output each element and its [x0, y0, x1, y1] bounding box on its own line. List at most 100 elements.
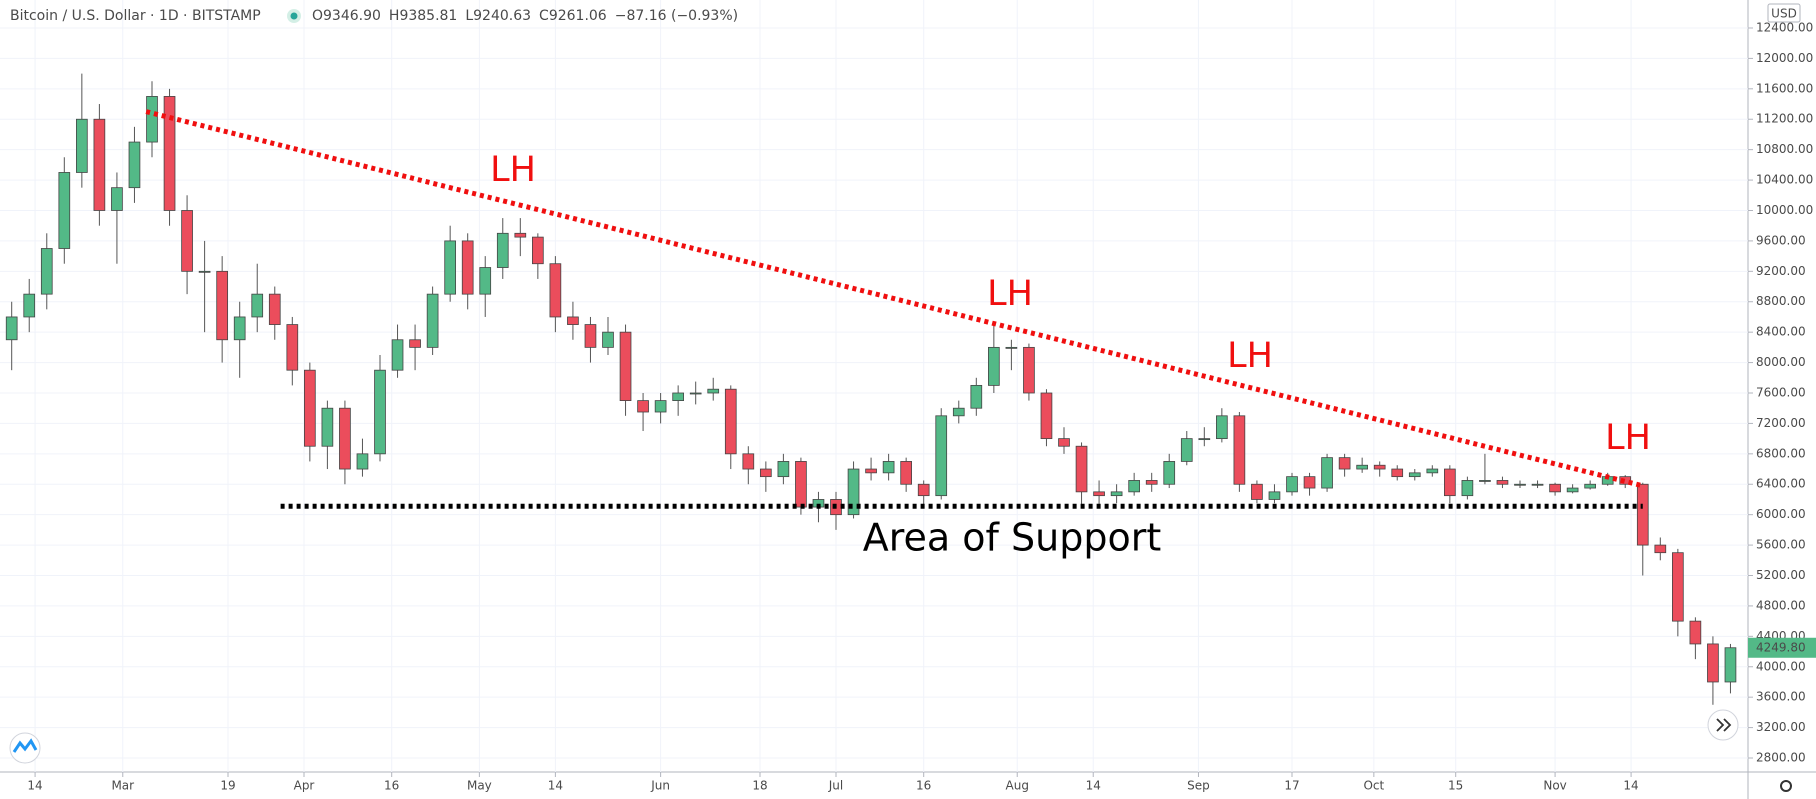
y-tick-label: 5600.00	[1756, 538, 1806, 552]
trend-line	[145, 109, 1644, 489]
x-tick-label: 19	[220, 779, 235, 793]
y-tick-label: 6400.00	[1756, 477, 1806, 491]
candle-body	[1058, 438, 1070, 447]
candle-body	[567, 316, 579, 325]
candle-body	[40, 248, 53, 295]
y-tick-label: 9200.00	[1756, 264, 1806, 278]
x-tick-label: Oct	[1363, 779, 1384, 793]
y-tick-label: 6800.00	[1756, 446, 1806, 460]
candle-body	[426, 293, 439, 348]
candle-body	[584, 324, 597, 348]
y-tick-label: 3200.00	[1756, 720, 1806, 734]
candle-body	[602, 331, 614, 348]
candle-body	[1496, 480, 1509, 485]
candle-body	[1040, 392, 1053, 440]
candle-body	[339, 407, 351, 470]
candle-body	[689, 392, 702, 395]
candle-body	[742, 453, 755, 470]
candle-body	[1636, 483, 1649, 546]
candles	[5, 73, 1737, 705]
y-tick-label: 4800.00	[1756, 598, 1806, 612]
ohlc-value: C9261.06	[539, 8, 607, 24]
annotation: Area of Support	[863, 516, 1161, 560]
candle-body	[128, 141, 141, 189]
candle-body	[1531, 483, 1544, 486]
candle-body	[111, 187, 123, 211]
candle-body	[1023, 346, 1035, 394]
candle-body	[865, 468, 877, 474]
currency: USD	[1771, 7, 1797, 21]
last-price-box	[1748, 637, 1816, 658]
candle-body	[1005, 346, 1018, 349]
settings-icon[interactable]	[1780, 780, 1792, 792]
ohlc-legend: O9346.90 H9385.81 L9240.63 C9261.06 −87.16 (…	[312, 8, 738, 24]
y-tick-label: 10000.00	[1756, 203, 1813, 217]
x-tick-label: Jun	[650, 779, 670, 793]
candle-body	[1444, 468, 1456, 497]
candle-body	[268, 293, 281, 325]
y-tick-label: 10400.00	[1756, 173, 1813, 187]
candle-body	[1128, 480, 1140, 493]
candle-body	[1566, 487, 1579, 493]
x-tick-label: 14	[1086, 779, 1101, 793]
ohlc-value: O9346.90	[312, 8, 381, 24]
annotation: LH	[490, 150, 536, 190]
candle-body	[1549, 483, 1561, 493]
candle-body	[374, 369, 386, 455]
candle-body	[1461, 480, 1474, 497]
candle-body	[970, 384, 983, 409]
candle-body	[707, 388, 720, 394]
candle-body	[461, 240, 474, 295]
y-tick-label: 9600.00	[1756, 233, 1806, 247]
candle-body	[496, 232, 509, 268]
x-tick-label: Jul	[828, 779, 843, 793]
candle-body	[1286, 476, 1298, 493]
candle-body	[444, 240, 456, 295]
candle-body	[1338, 457, 1351, 470]
candle-body	[146, 96, 158, 143]
candle-body	[1689, 620, 1702, 645]
y-tick-label: 3600.00	[1756, 690, 1806, 704]
candle-body	[1110, 491, 1123, 497]
candle-body	[637, 400, 649, 413]
candle-body	[1724, 647, 1737, 683]
candle-body	[1672, 552, 1684, 622]
candle-body	[1180, 438, 1193, 462]
candle-body	[1093, 491, 1105, 497]
candle-body	[286, 324, 299, 371]
y-tick-label: 8400.00	[1756, 325, 1806, 339]
candle-body	[760, 468, 772, 478]
candle-body	[58, 172, 71, 249]
annotation: LH	[1605, 418, 1651, 458]
candle-body	[724, 388, 737, 455]
y-tick-label: 5200.00	[1756, 568, 1806, 582]
candle-body	[1391, 468, 1404, 478]
scroll-icon	[1716, 718, 1732, 732]
candle-body	[514, 232, 527, 238]
candle-body	[304, 369, 316, 447]
annotation: LH	[1227, 336, 1273, 376]
overlays: LH LH LH LH Area of Support 4249.80	[145, 109, 1816, 658]
candle-body	[1216, 415, 1228, 440]
candle-body	[1268, 491, 1281, 500]
y-tick-label: 11200.00	[1756, 112, 1813, 126]
x-tick-label: 16	[384, 779, 399, 793]
candle-body	[795, 461, 807, 508]
ohlc-value: −87.16 (−0.93%)	[615, 8, 738, 24]
candle-body	[549, 263, 562, 318]
candle-body	[1321, 457, 1333, 489]
candle-body	[952, 407, 965, 417]
candle-body	[654, 400, 667, 413]
y-tick-label: 10800.00	[1756, 142, 1813, 156]
candle-body	[251, 293, 264, 318]
candle-body	[1163, 461, 1176, 485]
y-tick-label: 2800.00	[1756, 751, 1806, 765]
candle-body	[181, 210, 193, 272]
x-tick-label: 14	[548, 779, 563, 793]
candle-body	[1373, 464, 1386, 470]
candle-body	[1408, 472, 1421, 478]
x-tick-label: Sep	[1187, 779, 1210, 793]
candle-body	[1251, 483, 1263, 500]
y-tick-label: 8000.00	[1756, 355, 1806, 369]
